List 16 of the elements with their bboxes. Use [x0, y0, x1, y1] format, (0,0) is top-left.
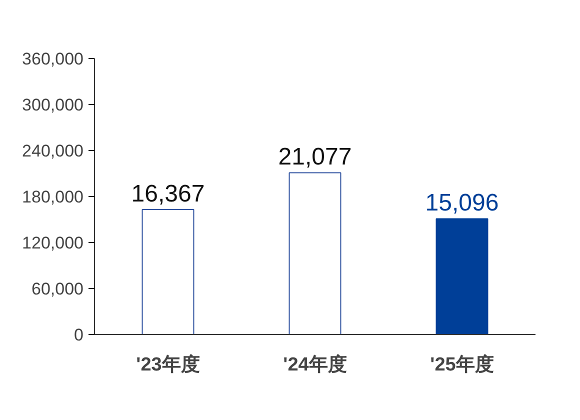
annotation: 15,096: [425, 190, 499, 217]
y-tick-label: 180,000: [22, 188, 84, 206]
annotation: 21,077: [278, 144, 352, 171]
y-tick-label: 300,000: [22, 96, 84, 114]
bar: [288, 172, 342, 334]
y-tick-label: 360,000: [22, 50, 84, 68]
x-tick-label: '23年度: [136, 354, 200, 376]
y-tick-label: 60,000: [32, 280, 84, 298]
bar: [436, 218, 488, 334]
y-tick-label: 120,000: [22, 234, 84, 252]
annotation: 16,367: [131, 180, 205, 208]
x-tick-label: '24年度: [283, 354, 347, 376]
y-tick-label: 0: [74, 326, 84, 344]
bar: [142, 209, 194, 334]
x-tick-label: '25年度: [430, 354, 494, 376]
y-tick-label: 240,000: [22, 142, 84, 160]
